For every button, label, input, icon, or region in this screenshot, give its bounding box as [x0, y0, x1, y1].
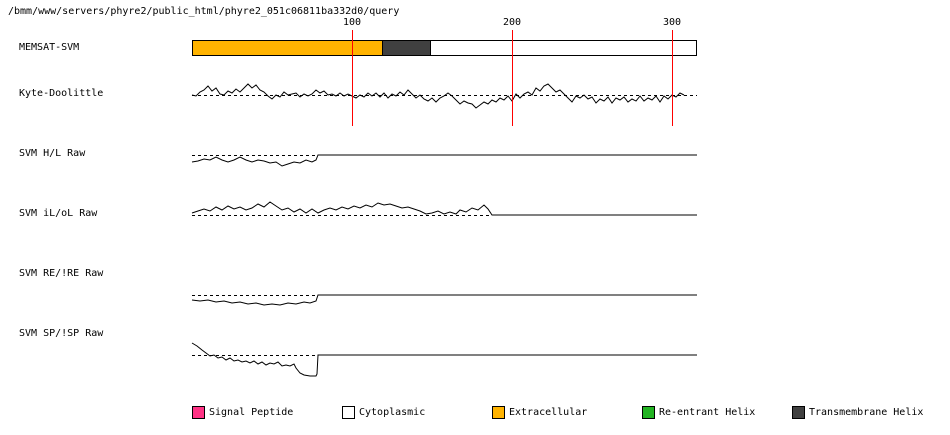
legend-swatch-cytoplasmic	[342, 406, 355, 419]
sp-trace	[191, 342, 697, 377]
legend-cytoplasmic: Cytoplasmic	[342, 405, 425, 420]
legend-swatch-reentrant-helix	[642, 406, 655, 419]
query-path: /bmm/www/servers/phyre2/public_html/phyr…	[8, 6, 400, 17]
hl-trace	[191, 154, 697, 167]
track-label-svm-re: SVM RE/!RE Raw	[19, 268, 104, 279]
memsat-extracellular-segment	[192, 40, 383, 56]
legend-label-transmembrane-helix: Transmembrane Helix	[809, 407, 924, 418]
track-label-svm-sp: SVM SP/!SP Raw	[19, 328, 104, 339]
legend-transmembrane-helix: Transmembrane Helix	[792, 405, 923, 420]
legend-swatch-extracellular	[492, 406, 505, 419]
legend-label-extracellular: Extracellular	[509, 407, 588, 418]
iloL-trace	[191, 201, 697, 216]
legend-label-signal-peptide: Signal Peptide	[209, 407, 294, 418]
legend-extracellular: Extracellular	[492, 405, 587, 420]
legend-swatch-signal-peptide	[192, 406, 205, 419]
kd-trace	[191, 83, 685, 109]
re-trace	[191, 294, 697, 306]
ruler-tick-300: 300	[663, 17, 682, 28]
memsat-cytoplasmic-segment	[430, 40, 697, 56]
ruler-tick-200: 200	[503, 17, 522, 28]
track-label-kyte-doolittle: Kyte-Doolittle	[19, 88, 104, 99]
track-label-memsat: MEMSAT-SVM	[19, 42, 80, 53]
legend-label-cytoplasmic: Cytoplasmic	[359, 407, 426, 418]
legend-signal-peptide: Signal Peptide	[192, 405, 293, 420]
ruler-tick-100: 100	[343, 17, 362, 28]
legend-label-reentrant-helix: Re-entrant Helix	[659, 407, 756, 418]
memsat-transmembrane-segment	[382, 40, 431, 56]
track-label-svm-il-ol: SVM iL/oL Raw	[19, 208, 98, 219]
track-label-svm-hl: SVM H/L Raw	[19, 148, 86, 159]
legend-reentrant-helix: Re-entrant Helix	[642, 405, 755, 420]
legend-swatch-transmembrane-helix	[792, 406, 805, 419]
